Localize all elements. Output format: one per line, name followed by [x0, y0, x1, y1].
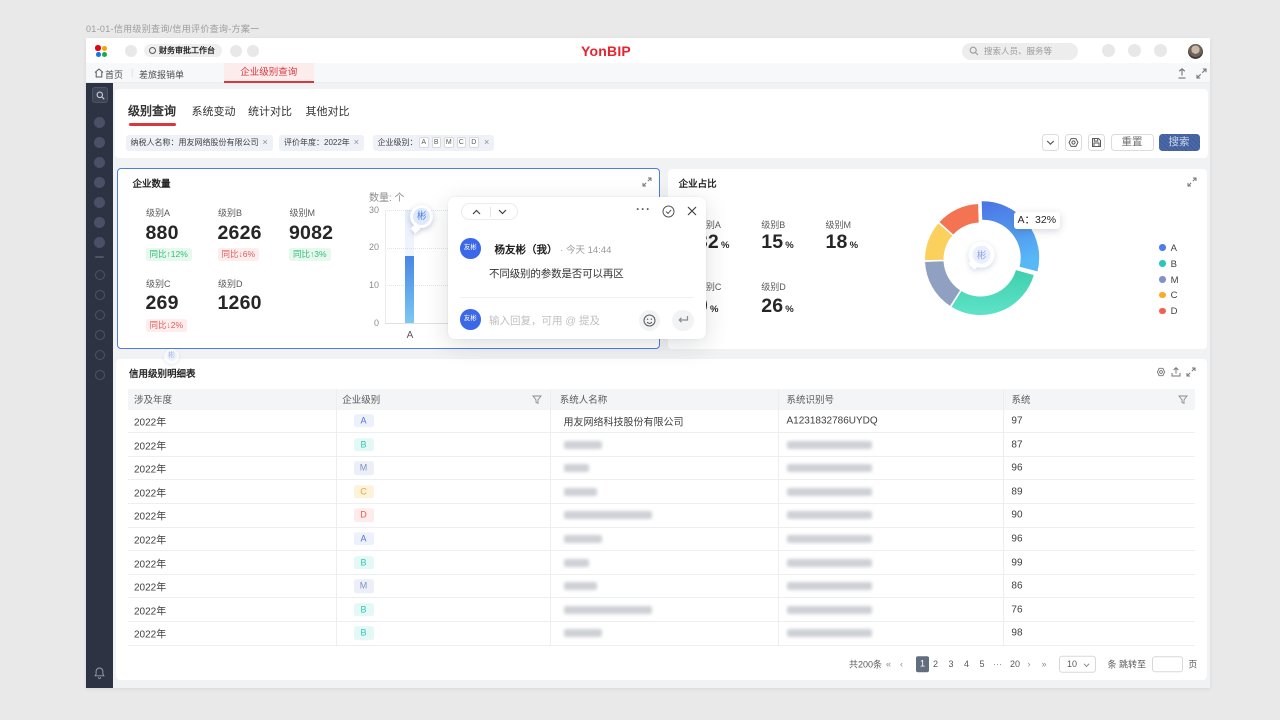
- svg-text:彬: 彬: [977, 249, 987, 261]
